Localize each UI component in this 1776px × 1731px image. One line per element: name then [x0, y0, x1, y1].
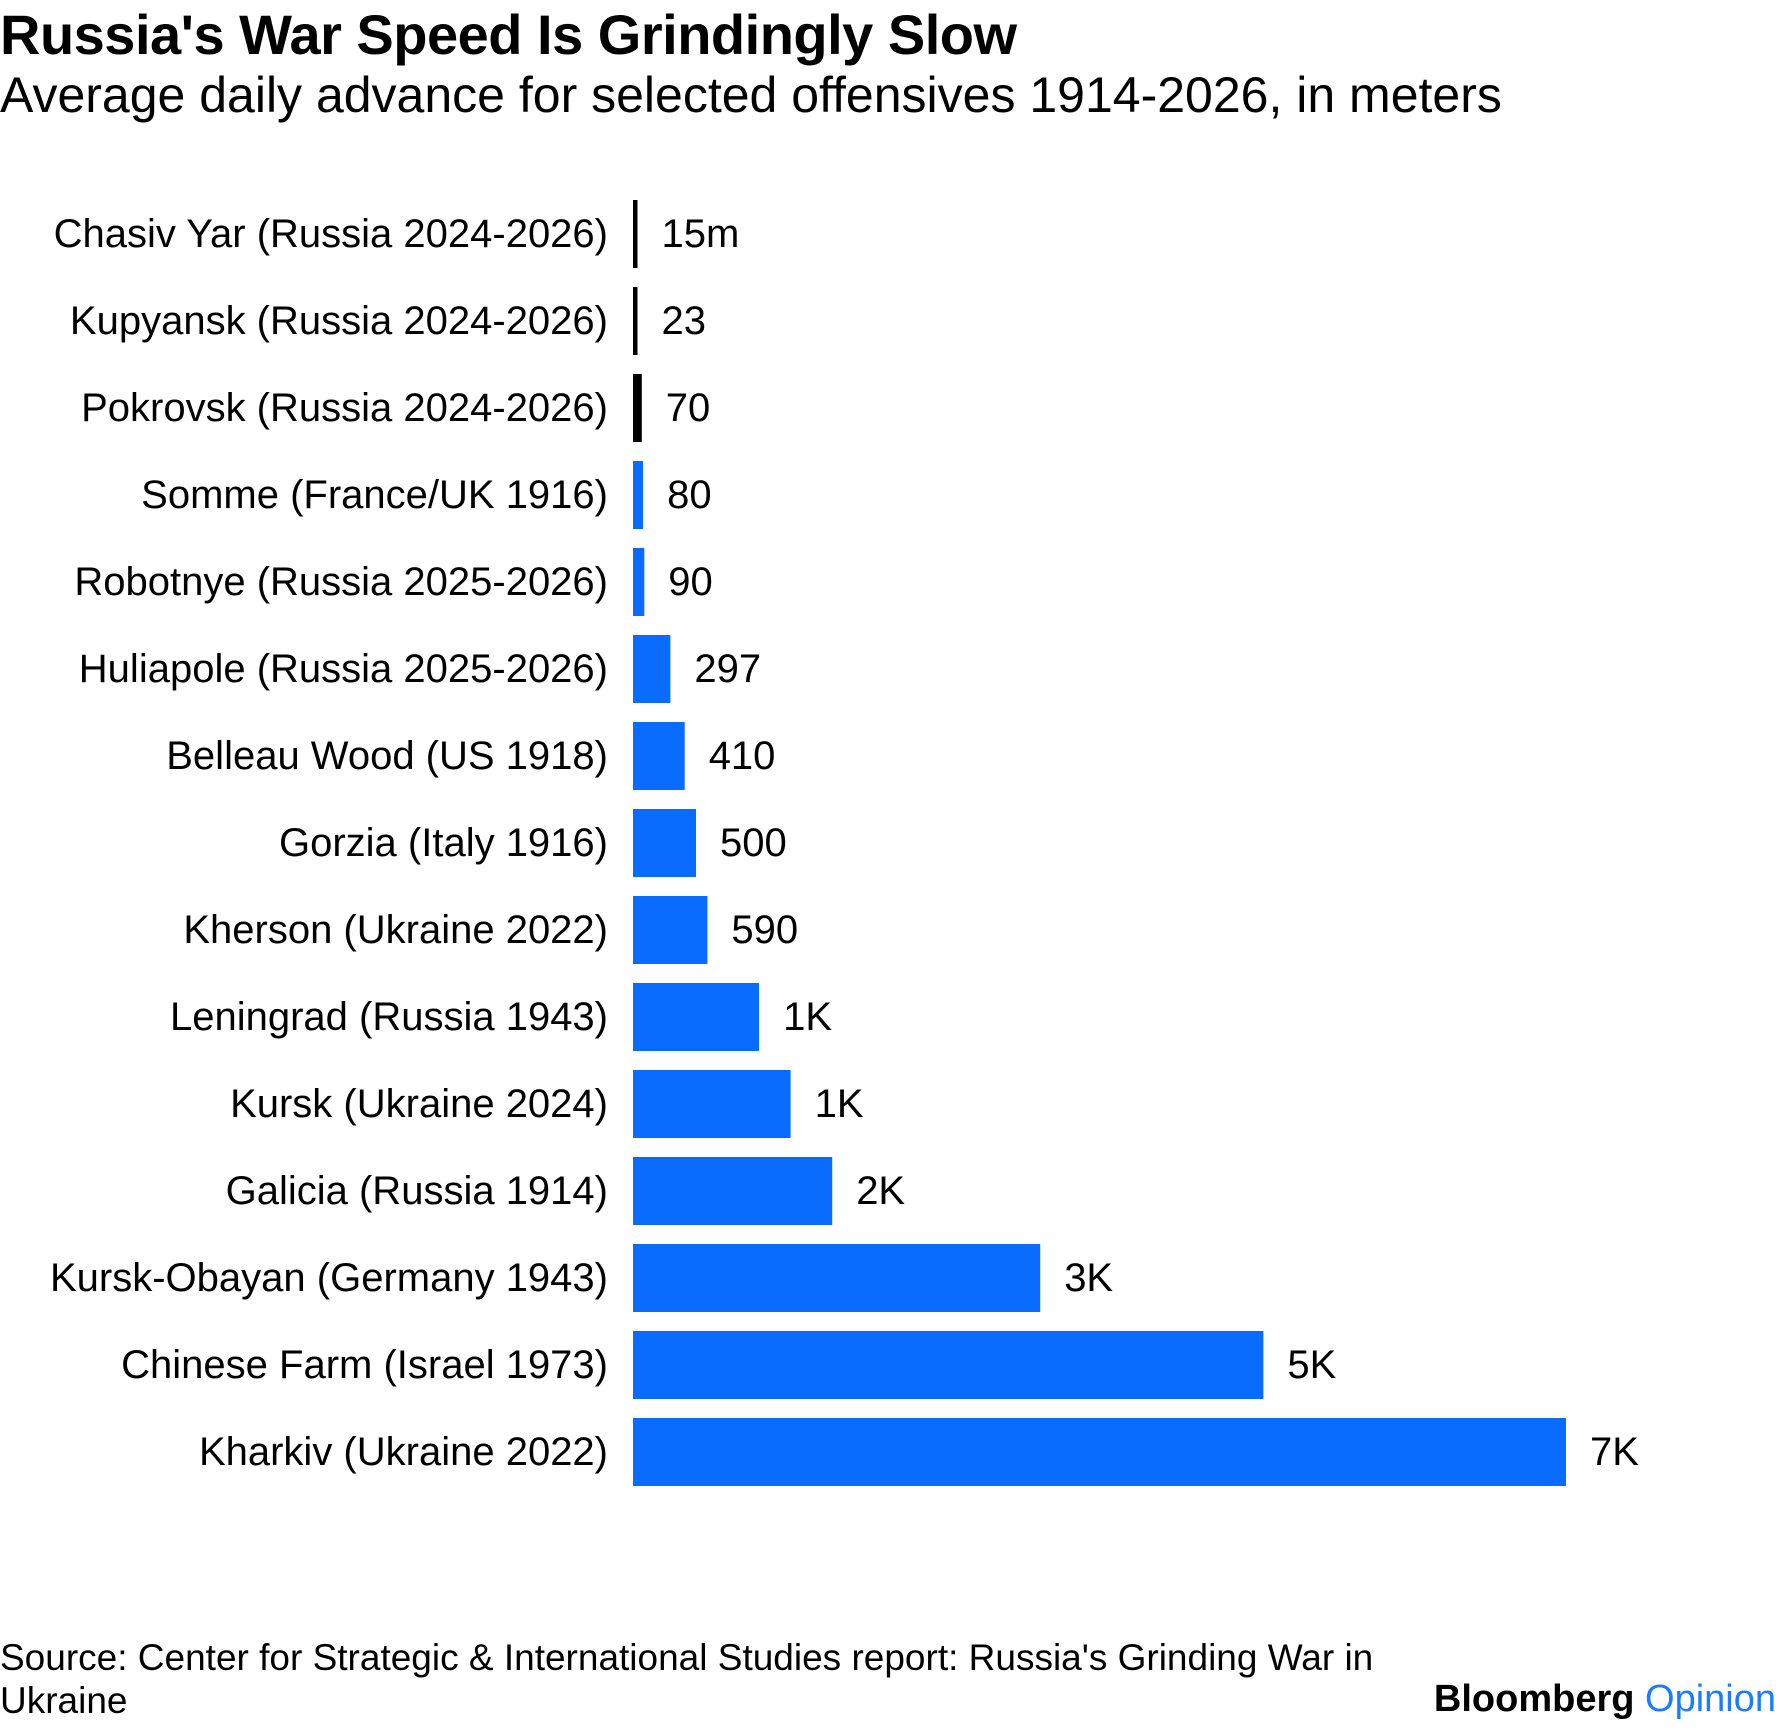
value-label: 410 [709, 734, 776, 778]
value-label: 590 [731, 908, 798, 952]
value-label: 1K [815, 1082, 864, 1126]
value-label: 1K [783, 995, 832, 1039]
value-label: 90 [668, 560, 713, 604]
brand-name: Bloomberg [1433, 1678, 1635, 1720]
bar [633, 548, 645, 616]
source-note: Source: Center for Strategic & Internati… [0, 1637, 1374, 1721]
category-label: Somme (France/UK 1916) [141, 473, 608, 517]
bar [633, 809, 696, 877]
value-label: 80 [667, 473, 712, 517]
category-label: Leningrad (Russia 1943) [170, 995, 608, 1039]
category-label: Chinese Farm (Israel 1973) [121, 1343, 608, 1387]
bar [633, 461, 644, 529]
bar-chart: Chasiv Yar (Russia 2024-2026) 15m Kupyansk… [50, 200, 1639, 1486]
bar [633, 1070, 791, 1138]
bar [633, 1418, 1566, 1486]
category-label: Gorzia (Italy 1916) [279, 821, 608, 865]
chart-title: Russia's War Speed Is Grindingly Slow [0, 3, 1017, 66]
brand-section: Opinion [1645, 1678, 1776, 1720]
chart-subtitle: Average daily advance for selected offen… [0, 67, 1502, 123]
bar [633, 374, 642, 442]
value-label: 23 [662, 299, 707, 343]
bar [633, 983, 760, 1051]
bar [633, 1157, 833, 1225]
value-label: 297 [694, 647, 761, 691]
category-label: Chasiv Yar (Russia 2024-2026) [54, 212, 608, 256]
bar [633, 1331, 1264, 1399]
category-label: Kharkiv (Ukraine 2022) [199, 1430, 608, 1474]
bar [633, 287, 638, 355]
bar [633, 722, 685, 790]
value-label: 70 [666, 386, 711, 430]
category-label: Kursk-Obayan (Germany 1943) [50, 1256, 608, 1300]
category-label: Belleau Wood (US 1918) [166, 734, 608, 778]
category-label: Kupyansk (Russia 2024-2026) [70, 299, 608, 343]
category-label: Robotnye (Russia 2025-2026) [74, 560, 608, 604]
category-label: Kursk (Ukraine 2024) [230, 1082, 608, 1126]
bar [633, 896, 708, 964]
category-label: Huliapole (Russia 2025-2026) [79, 647, 608, 691]
bar [633, 1244, 1041, 1312]
bar [633, 200, 638, 268]
category-label: Pokrovsk (Russia 2024-2026) [81, 386, 608, 430]
value-label: 2K [856, 1169, 905, 1213]
value-label: 3K [1064, 1256, 1113, 1300]
value-label: 5K [1287, 1343, 1336, 1387]
value-label: 7K [1590, 1430, 1639, 1474]
value-label: 500 [720, 821, 787, 865]
category-label: Galicia (Russia 1914) [226, 1169, 608, 1213]
value-label: 15m [662, 212, 740, 256]
category-label: Kherson (Ukraine 2022) [183, 908, 608, 952]
brand-logo: Bloomberg Opinion [1434, 1678, 1776, 1721]
bar [633, 635, 671, 703]
